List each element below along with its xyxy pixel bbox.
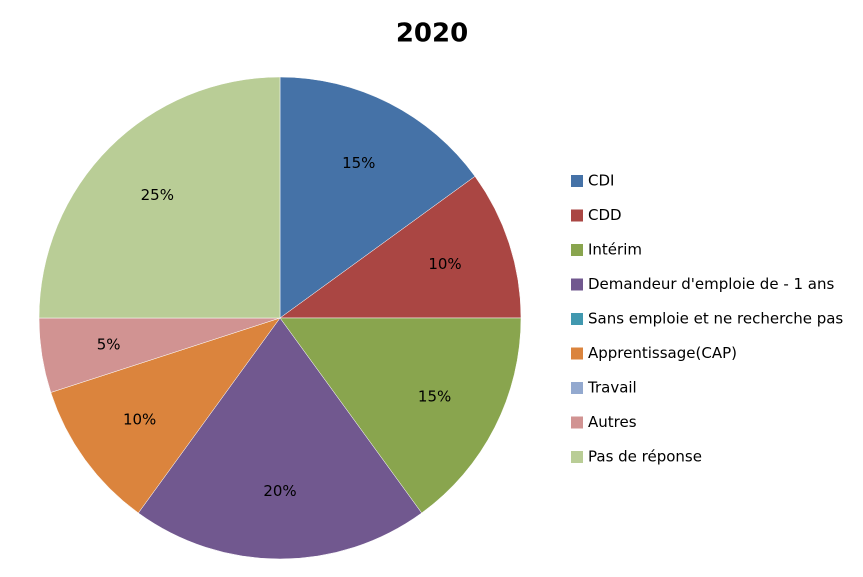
legend-label: Demandeur d'emploie de - 1 ans [588,275,835,293]
data-label: 5% [97,336,121,354]
pie-slice [50,317,281,514]
legend-label: Travail [587,379,637,397]
data-label: 10% [428,255,461,273]
legend-swatch [571,209,583,222]
data-label: 15% [418,387,451,405]
legend-swatch [571,244,583,256]
legend-swatch [571,382,583,394]
legend-label: Pas de réponse [588,448,702,466]
data-label: 20% [263,482,296,500]
legend-swatch [571,278,583,291]
legend-label: Intérim [588,241,642,259]
pie-slice [279,175,522,319]
legend-label: Apprentissage(CAP) [588,344,737,362]
legend-label: Autres [588,413,637,431]
pie-slice [38,76,281,319]
chart-title: 2020 [396,19,468,49]
legend-swatch [571,416,583,429]
data-label: 15% [342,154,375,172]
data-label: 10% [123,410,156,428]
legend-label: CDD [588,206,622,224]
legend-swatch [571,313,583,325]
pie-slice [137,317,423,560]
legend-swatch [571,451,583,463]
legend-label: CDI [588,172,614,190]
legend-swatch [571,175,583,187]
legend-swatch [571,347,583,360]
pie-slice [279,76,476,319]
pie-slice [279,317,522,514]
data-label: 25% [141,186,174,204]
legend-label: Sans emploie et ne recherche pas [588,310,843,328]
